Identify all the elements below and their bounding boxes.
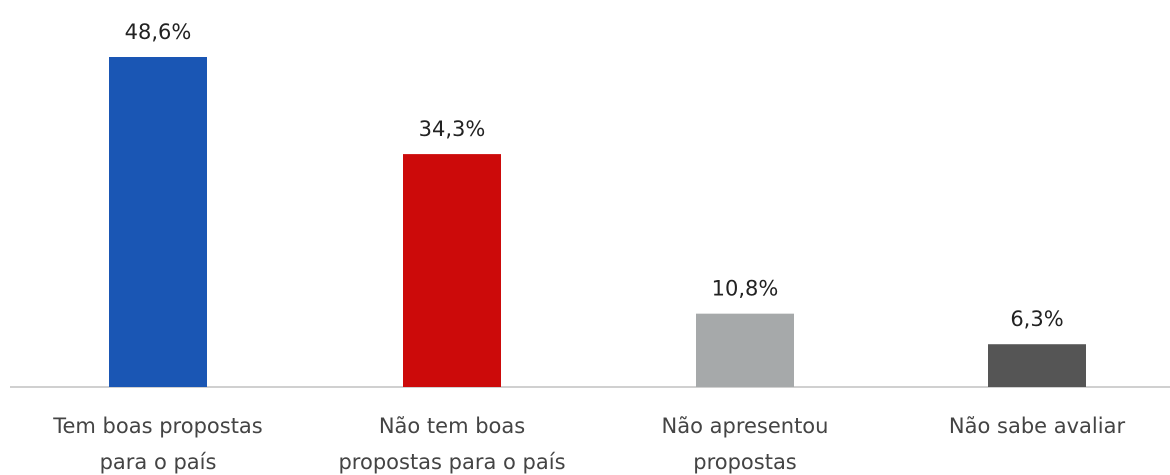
- category-label-3-line-2: propostas: [693, 450, 797, 474]
- category-label-1-line-1: Tem boas propostas: [52, 414, 263, 438]
- category-label-3: Não apresentou propostas: [662, 414, 829, 474]
- category-label-4-line-1: Não sabe avaliar: [949, 414, 1126, 438]
- category-label-2-line-2: propostas para o país: [338, 450, 565, 474]
- value-label-3: 10,8%: [712, 277, 779, 301]
- category-labels-group: Tem boas propostas para o país Não tem boa…: [52, 414, 1125, 474]
- bar-4: [988, 344, 1086, 387]
- value-label-2: 34,3%: [419, 117, 486, 141]
- value-label-4: 6,3%: [1010, 307, 1063, 331]
- bar-2: [403, 154, 501, 387]
- category-label-1-line-2: para o país: [100, 450, 217, 474]
- bars-group: [109, 57, 1086, 387]
- value-label-1: 48,6%: [125, 20, 192, 44]
- category-label-4: Não sabe avaliar: [949, 414, 1126, 438]
- category-label-2: Não tem boas propostas para o país: [338, 414, 565, 474]
- category-label-2-line-1: Não tem boas: [379, 414, 525, 438]
- value-labels-group: 48,6% 34,3% 10,8% 6,3%: [125, 20, 1064, 331]
- category-label-1: Tem boas propostas para o país: [52, 414, 263, 474]
- bar-1: [109, 57, 207, 387]
- category-label-3-line-1: Não apresentou: [662, 414, 829, 438]
- bar-3: [696, 313, 794, 387]
